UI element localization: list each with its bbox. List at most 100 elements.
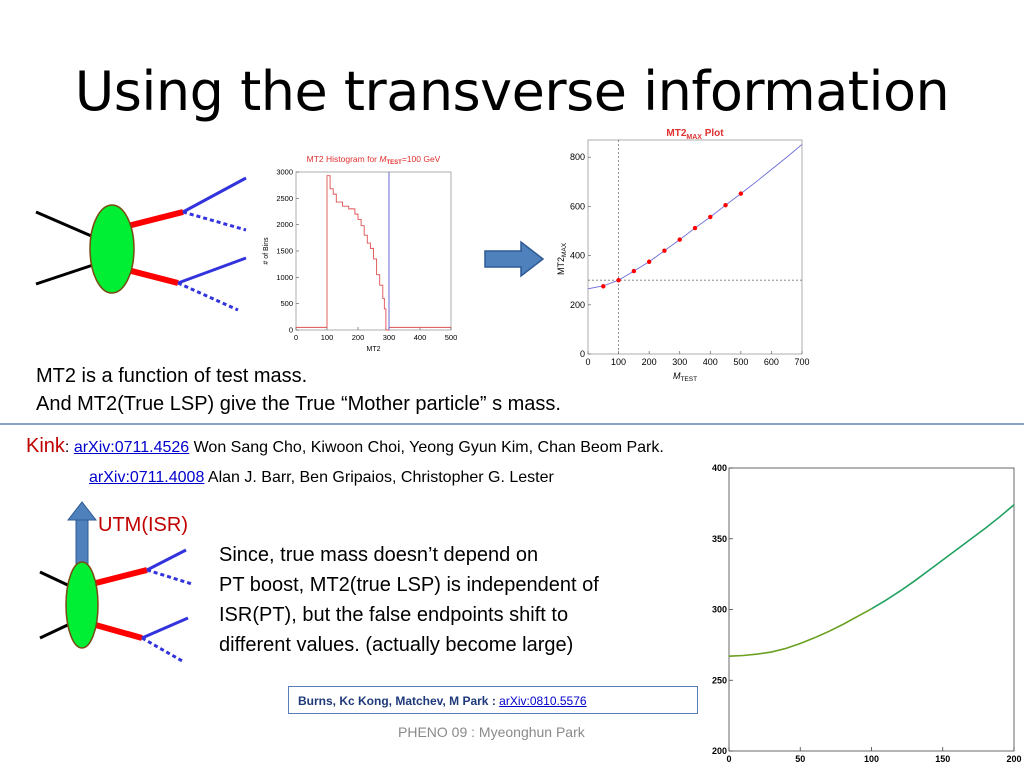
- curve-ytick-label: 300: [712, 605, 727, 615]
- curve-ytick-label: 250: [712, 675, 727, 685]
- mt2max-point: [723, 202, 728, 208]
- description-line-1: MT2 is a function of test mass.: [36, 365, 308, 387]
- mt2max-point: [601, 284, 606, 289]
- reference-1: Kink: arXiv:0711.4526 Won Sang Cho, Kiwo…: [26, 436, 664, 458]
- curve-xtick-label: 50: [795, 754, 805, 764]
- isr-up-arrow: [66, 501, 98, 569]
- mt2max-xtick-label: 500: [733, 357, 748, 367]
- footer-text: PHENO 09 : Myeonghun Park: [398, 724, 585, 740]
- hist-xlabel: MT2: [367, 346, 381, 353]
- mt2max-point: [631, 268, 637, 274]
- curve-xtick-label: 0: [726, 754, 731, 764]
- hist-title-m: M: [379, 154, 387, 164]
- mt2max-xtick-label: 400: [703, 357, 718, 367]
- curve-series-high: [871, 504, 1015, 610]
- isr-explanation: Since, true mass doesn’t depend on PT bo…: [219, 540, 599, 660]
- mt2max-point: [692, 225, 698, 231]
- burns-link[interactable]: arXiv:0810.5576: [499, 694, 587, 708]
- mt2max-xlabel-sub: TEST: [680, 376, 697, 383]
- interaction-blob: [89, 204, 135, 294]
- hist-ytick-label: 1000: [276, 273, 293, 282]
- burns-reference-box: Burns, Kc Kong, Matchev, M Park : arXiv:…: [288, 686, 698, 714]
- isr-line-2: PT boost, MT2(true LSP) is independent o…: [219, 574, 599, 596]
- hist-ytick-label: 0: [289, 326, 293, 335]
- decay-diagram-top-lines: [35, 176, 247, 312]
- ref2-authors: Alan J. Barr, Ben Gripaios, Christopher …: [207, 469, 554, 486]
- curve-xtick-label: 200: [1006, 754, 1021, 764]
- mt2max-point: [662, 248, 667, 253]
- curve-ytick-label: 200: [712, 746, 727, 756]
- hist-xtick-label: 200: [352, 333, 365, 342]
- ref1-link[interactable]: arXiv:0711.4526: [73, 439, 190, 456]
- ref2-link[interactable]: arXiv:0711.4008: [89, 469, 205, 486]
- curve-ytick-label: 350: [712, 534, 727, 544]
- hist-xtick-label: 500: [445, 333, 458, 342]
- hist-title-prefix: MT2 Histogram for: [307, 154, 380, 164]
- isr-line-1: Since, true mass doesn’t depend on: [219, 544, 539, 566]
- interaction-blob-isr: [65, 561, 99, 649]
- decay-diagram-top: [35, 176, 247, 312]
- mt2max-xtick-label: 0: [585, 357, 590, 367]
- mt2max-ytick-label: 400: [570, 251, 585, 261]
- mt2max-point: [616, 278, 621, 283]
- description-line-2: And MT2(True LSP) give the True “Mother …: [36, 393, 561, 415]
- mt2max-xlabel-m: M: [673, 371, 681, 381]
- curve-xtick-label: 150: [935, 754, 950, 764]
- hist-title-sub: TEST: [386, 160, 402, 166]
- curve-ytick-label: 400: [712, 463, 727, 473]
- decay-diagram-isr-lines: [39, 548, 193, 664]
- kink-colon: :: [64, 439, 70, 456]
- mt2max-xtick-label: 100: [611, 357, 626, 367]
- kink-label: Kink: [26, 435, 65, 457]
- mt2max-ytick-label: 600: [570, 201, 585, 211]
- curve-xtick-label: 100: [864, 754, 879, 764]
- hist-xtick-label: 0: [294, 333, 298, 342]
- hist-xtick-label: 400: [414, 333, 427, 342]
- mt2max-point: [708, 214, 713, 220]
- mt2max-ylabel-sub: MAX: [561, 242, 568, 257]
- mt2-vs-pt-chart: 0 50 100 150 200 200 250 300 350 400: [712, 463, 1022, 764]
- hist-ytick-label: 3000: [276, 168, 293, 177]
- hist-xtick-label: 100: [321, 333, 334, 342]
- mt2max-point: [646, 259, 652, 264]
- mt2max-xlabel: MTEST: [673, 371, 697, 383]
- decay-diagram-isr: [39, 501, 193, 664]
- hist-ytick-label: 500: [280, 299, 293, 308]
- curve-series-low: [728, 608, 872, 657]
- mt2max-title-prefix: MT2: [666, 128, 686, 139]
- page-title: Using the transverse information: [74, 60, 950, 123]
- burns-authors: Burns, Kc Kong, Matchev, M Park :: [298, 694, 496, 708]
- mt2max-xtick-label: 600: [764, 357, 779, 367]
- hist-ytick-label: 2500: [276, 194, 293, 203]
- isr-line-3: ISR(PT), but the false endpoints shift t…: [219, 604, 569, 626]
- right-arrow-icon: [484, 240, 545, 278]
- mt2max-ytick-label: 800: [570, 152, 585, 162]
- mt2max-xtick-label: 200: [642, 357, 657, 367]
- mt2max-ylabel: MT2MAX: [556, 242, 568, 275]
- mt2-histogram-chart: MT2 Histogram for MTEST=100 GeV 0 100 200 30…: [263, 154, 458, 353]
- mt2max-frame: [587, 139, 803, 355]
- hist-xtick-label: 300: [383, 333, 396, 342]
- mt2max-xtick-label: 700: [794, 357, 809, 367]
- utm-isr-label: UTM(ISR): [98, 514, 188, 536]
- mt2max-ytick-label: 0: [580, 349, 585, 359]
- hist-ylabel: # of Bins: [263, 237, 270, 265]
- isr-line-4: different values. (actually become large…: [219, 634, 574, 656]
- separator-line: [0, 423, 1024, 425]
- mt2max-ytick-label: 200: [570, 300, 585, 310]
- ref1-authors: Won Sang Cho, Kiwoon Choi, Yeong Gyun Ki…: [193, 439, 664, 456]
- hist-ytick-label: 1500: [276, 247, 293, 256]
- mt2max-title-suffix: Plot: [702, 128, 724, 139]
- hist-series: [296, 175, 451, 331]
- mt2max-point: [677, 237, 682, 242]
- mt2max-title-sub: MAX: [686, 134, 702, 141]
- hist-ytick-label: 2000: [276, 220, 293, 229]
- reference-2: arXiv:0711.4008 Alan J. Barr, Ben Gripai…: [89, 468, 554, 488]
- mt2max-point: [738, 191, 744, 196]
- mt2max-xtick-label: 300: [672, 357, 687, 367]
- mt2max-title: MT2MAX Plot: [666, 128, 724, 141]
- hist-title-suffix: =100 GeV: [402, 154, 441, 164]
- hist-title: MT2 Histogram for MTEST=100 GeV: [307, 154, 441, 166]
- mt2max-ylabel-main: MT2: [556, 257, 566, 275]
